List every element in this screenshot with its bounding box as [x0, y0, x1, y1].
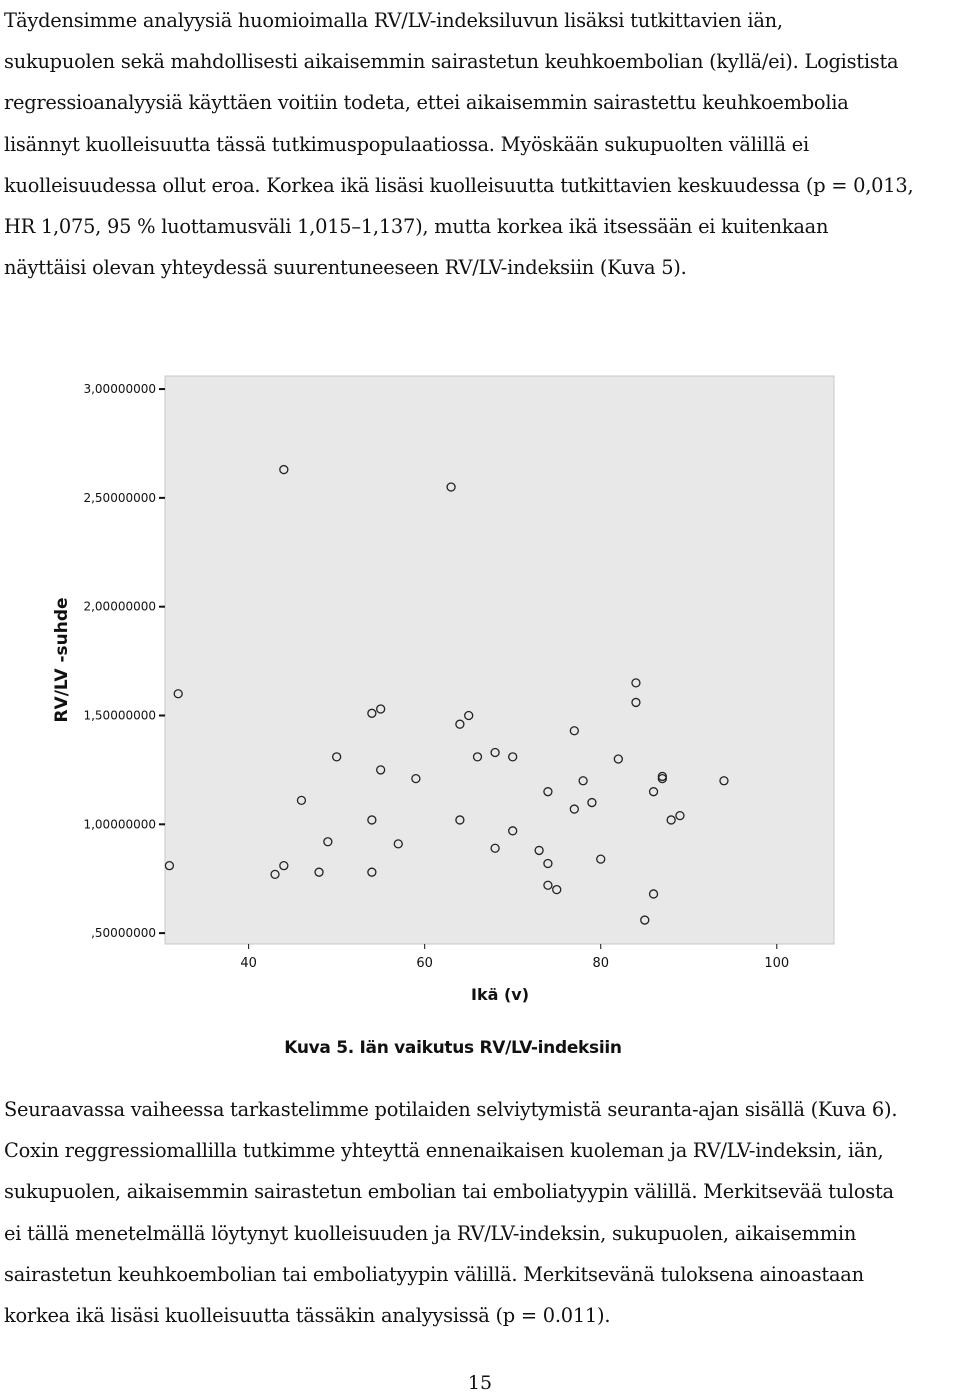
data-point	[666, 815, 676, 825]
data-point	[648, 787, 659, 797]
x-tick-label: 80	[592, 956, 609, 971]
y-tick-label: 2,00000000	[83, 600, 156, 614]
data-point	[631, 678, 641, 688]
data-point	[455, 815, 465, 825]
y-tick-label: 1,00000000	[83, 817, 156, 831]
scatter-chart: ,50000000 1,00000000 1,50000000 2,00000000 2…	[52, 375, 835, 1004]
data-point	[587, 797, 597, 808]
data-point	[569, 726, 579, 736]
data-point	[455, 719, 465, 729]
paragraph-1-line: lisännyt kuolleisuutta tässä tutkimuspop…	[4, 132, 809, 156]
data-point	[569, 804, 579, 814]
data-point	[675, 810, 685, 821]
paragraph-1-line: sukupuolen sekä mahdollisesti aikaisemmi…	[4, 50, 899, 74]
data-point	[543, 787, 553, 797]
data-point	[376, 765, 386, 775]
data-point	[332, 752, 342, 762]
data-point	[508, 826, 518, 836]
y-tick-label: 1,50000000	[83, 708, 156, 722]
data-point	[543, 880, 553, 890]
data-point	[367, 708, 377, 718]
paragraph-2-line: ei tällä menetelmällä löytynyt kuolleisu…	[4, 1221, 857, 1245]
x-tick-label: 40	[240, 956, 257, 971]
y-axis: ,50000000 1,00000000 1,50000000 2,00000000 2…	[83, 382, 165, 940]
data-point	[446, 482, 456, 492]
data-point	[173, 689, 183, 699]
page-number: 15	[467, 1372, 493, 1394]
y-tick-label: 2,50000000	[83, 491, 156, 505]
paragraph-1-line: regressioanalyysiä käyttäen voitiin tode…	[4, 91, 849, 115]
x-axis-label: Ikä (v)	[471, 985, 529, 1004]
paragraph-2-line: korkea ikä lisäsi kuolleisuutta tässäkin…	[4, 1303, 611, 1327]
data-point	[596, 854, 606, 864]
data-point	[640, 915, 650, 925]
paragraph-1-line: kuolleisuudessa ollut eroa. Korkea ikä l…	[4, 173, 914, 197]
data-point	[472, 752, 483, 762]
data-point	[376, 704, 386, 714]
data-point	[552, 884, 562, 895]
data-point	[270, 869, 280, 880]
data-point	[323, 837, 333, 847]
paragraph-2-line: Seuraavassa vaiheessa tarkastelimme poti…	[4, 1098, 898, 1121]
body-paragraph-1: Täydensimme analyysiä huomioimalla RV/LV…	[4, 0, 958, 288]
paragraph-2-line: sairastetun keuhkoembolian tai emboliaty…	[4, 1262, 864, 1286]
y-axis-label: RV/LV -suhde	[52, 597, 72, 722]
plot-area	[164, 375, 835, 945]
data-point	[578, 776, 588, 786]
data-point	[490, 843, 500, 853]
data-point	[367, 867, 377, 877]
data-point	[613, 754, 623, 764]
paragraph-2-line: sukupuolen, aikaisemmin sairastetun embo…	[4, 1180, 894, 1204]
data-point	[296, 795, 307, 806]
y-tick-label: ,50000000	[91, 926, 156, 940]
paragraph-1-line: näyttäisi olevan yhteydessä suurentunees…	[4, 256, 687, 280]
data-point	[279, 464, 289, 475]
data-point	[543, 858, 553, 869]
x-tick-label: 100	[764, 956, 789, 971]
data-point	[490, 747, 500, 758]
data-point	[719, 776, 729, 786]
body-paragraph-2: Seuraavassa vaiheessa tarkastelimme poti…	[4, 1089, 958, 1336]
data-point	[534, 845, 544, 856]
data-point	[464, 710, 474, 721]
data-point	[508, 752, 518, 762]
x-axis: 40 60 80 100	[240, 944, 789, 971]
data-point	[648, 889, 659, 899]
figure-caption: Kuva 5. Iän vaikutus RV/LV-indeksiin	[0, 1038, 960, 1058]
data-point	[314, 867, 324, 877]
paragraph-1-line: HR 1,075, 95 % luottamusväli 1,015–1,137…	[4, 214, 829, 238]
y-tick-label: 3,00000000	[83, 382, 156, 396]
data-point	[631, 697, 641, 708]
data-point	[411, 773, 421, 784]
data-point	[164, 861, 175, 871]
figure-caption-text: Kuva 5. Iän vaikutus RV/LV-indeksiin	[284, 1038, 622, 1058]
data-point	[279, 861, 289, 871]
data-point	[657, 773, 667, 784]
data-point	[393, 839, 403, 849]
data-points	[164, 464, 729, 925]
data-point	[367, 815, 377, 825]
paragraph-2-line: Coxin reggressiomallilla tutkimme yhteyt…	[4, 1139, 884, 1163]
paragraph-1-line: Täydensimme analyysiä huomioimalla RV/LV…	[4, 9, 783, 32]
x-tick-label: 60	[416, 956, 433, 971]
